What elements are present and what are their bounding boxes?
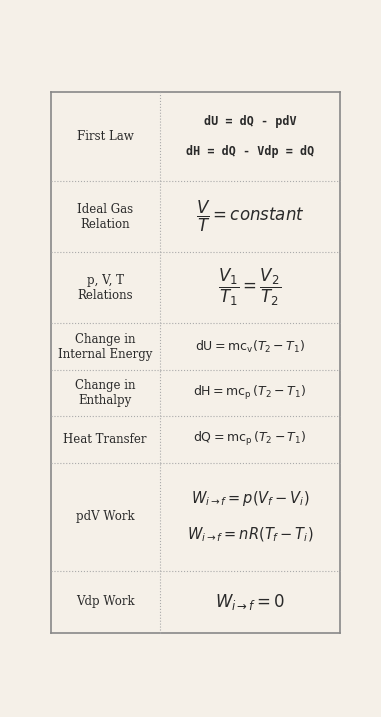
Text: Vdp Work: Vdp Work [76, 595, 134, 608]
Text: Change in
Internal Energy: Change in Internal Energy [58, 333, 152, 361]
Text: pdV Work: pdV Work [76, 511, 134, 523]
Text: $\mathrm{dU = mc_v}(T_2 - T_1)$: $\mathrm{dU = mc_v}(T_2 - T_1)$ [195, 338, 305, 355]
Text: $\dfrac{V_1}{T_1} = \dfrac{V_2}{T_2}$: $\dfrac{V_1}{T_1} = \dfrac{V_2}{T_2}$ [218, 267, 282, 308]
Text: Ideal Gas
Relation: Ideal Gas Relation [77, 203, 133, 231]
Text: p, V, T
Relations: p, V, T Relations [77, 274, 133, 302]
Text: First Law: First Law [77, 130, 134, 143]
Text: dU = dQ - pdV: dU = dQ - pdV [203, 115, 296, 128]
Text: Heat Transfer: Heat Transfer [64, 433, 147, 446]
Text: dH = dQ - Vdp = dQ: dH = dQ - Vdp = dQ [186, 145, 314, 158]
Text: $W_{i\rightarrow f} = 0$: $W_{i\rightarrow f} = 0$ [215, 592, 285, 612]
Text: Change in
Enthalpy: Change in Enthalpy [75, 379, 136, 407]
Text: $\mathrm{dQ = mc_p}\,(T_2 - T_1)$: $\mathrm{dQ = mc_p}\,(T_2 - T_1)$ [193, 430, 307, 448]
Text: $\mathrm{dH = mc_p}\,(T_2 - T_1)$: $\mathrm{dH = mc_p}\,(T_2 - T_1)$ [194, 384, 306, 402]
Text: $W_{i\rightarrow f} = nR(T_f - T_i)$: $W_{i\rightarrow f} = nR(T_f - T_i)$ [187, 526, 313, 543]
Text: $W_{i\rightarrow f} = p(V_f - V_i)$: $W_{i\rightarrow f} = p(V_f - V_i)$ [190, 489, 309, 508]
Text: $\dfrac{V}{T} = \mathit{constant}$: $\dfrac{V}{T} = \mathit{constant}$ [195, 199, 304, 234]
